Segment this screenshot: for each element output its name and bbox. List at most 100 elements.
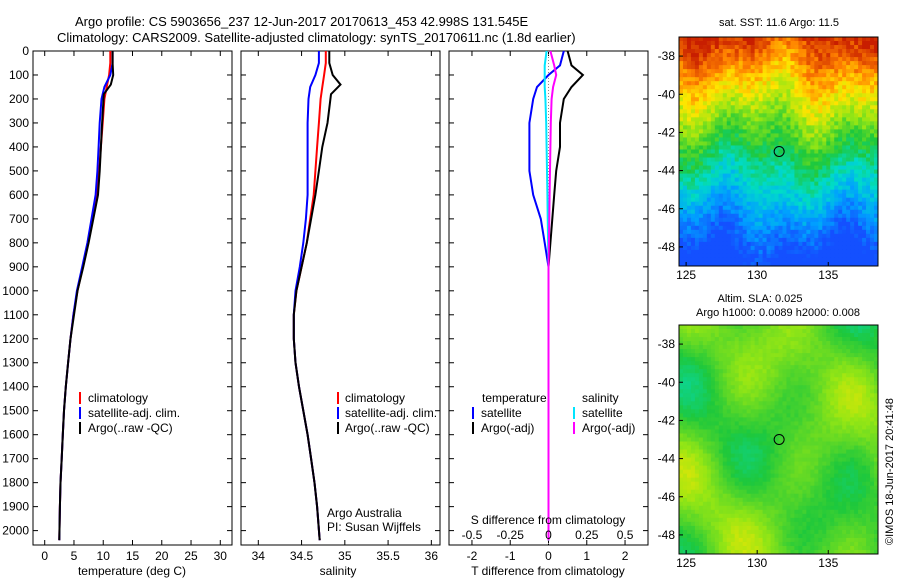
map-cell — [866, 417, 871, 422]
map-cell — [730, 145, 736, 150]
map-cell — [846, 73, 851, 78]
difference-x-ticks: -2 -1 0 1 2 — [467, 51, 629, 563]
map-cell — [838, 129, 843, 134]
map-cell — [858, 377, 863, 382]
map-cell — [802, 109, 807, 114]
map-cell — [786, 393, 791, 398]
map-cell — [774, 421, 779, 426]
map-cell — [718, 353, 724, 358]
map-cell — [822, 165, 827, 170]
map-cell — [854, 65, 859, 70]
map-cell — [862, 337, 867, 342]
map-cell — [798, 449, 803, 454]
map-cell — [750, 341, 756, 346]
map-cell — [826, 449, 831, 454]
map-cell — [846, 389, 851, 394]
map-cell — [822, 205, 827, 211]
map-cell — [706, 177, 712, 183]
map-cell — [790, 377, 795, 382]
map-cell — [818, 45, 823, 50]
map-cell — [846, 229, 851, 235]
map-cell — [814, 185, 819, 191]
map-cell — [814, 397, 819, 402]
map-cell — [730, 197, 736, 203]
map-cell — [722, 249, 728, 255]
map-cell — [818, 253, 823, 259]
map-cell — [742, 225, 748, 231]
map-cell — [822, 141, 827, 146]
map-cell — [838, 357, 843, 362]
map-cell — [842, 365, 847, 370]
map-cell — [790, 353, 795, 358]
map-cell — [710, 161, 716, 166]
map-cell — [750, 409, 756, 414]
map-cell — [830, 241, 835, 247]
map-cell — [746, 253, 752, 259]
map-cell — [762, 65, 767, 70]
map-cell — [762, 465, 767, 471]
map-cell — [710, 369, 716, 374]
map-cell — [698, 213, 704, 219]
map-cell — [758, 401, 763, 406]
map-cell — [850, 145, 855, 150]
map-cell — [850, 241, 855, 247]
map-cell — [702, 405, 708, 410]
map-cell — [802, 449, 807, 454]
map-cell — [766, 361, 771, 366]
map-cell — [726, 253, 732, 259]
map-cell — [858, 65, 863, 70]
map-cell — [762, 69, 767, 74]
map-cell — [790, 181, 795, 187]
map-cell — [778, 453, 783, 458]
map-cell — [679, 121, 684, 126]
map-cell — [822, 193, 827, 199]
map-cell — [694, 229, 700, 235]
map-cell — [722, 449, 728, 454]
map-cell — [690, 325, 696, 330]
map-cell — [794, 129, 799, 134]
map-cell — [706, 193, 712, 199]
map-cell — [786, 121, 791, 126]
map-cell — [874, 333, 879, 338]
map-cell — [734, 101, 740, 106]
map-cell — [802, 105, 807, 110]
map-cell — [730, 329, 736, 334]
map-cell — [774, 261, 779, 267]
map-cell — [686, 61, 692, 66]
map-cell — [782, 149, 787, 154]
map-cell — [770, 65, 775, 70]
map-cell — [850, 257, 855, 263]
map-cell — [738, 373, 744, 378]
map-cell — [826, 241, 831, 247]
map-cell — [750, 405, 756, 410]
map-cell — [810, 145, 815, 150]
map-cell — [742, 65, 748, 70]
map-cell — [746, 389, 752, 394]
map-cell — [682, 77, 688, 82]
map-cell — [858, 213, 863, 219]
map-cell — [679, 197, 684, 203]
map-cell — [826, 201, 831, 207]
map-cell — [770, 189, 775, 195]
map-cell — [822, 93, 827, 98]
map-cell — [710, 253, 716, 259]
map-cell — [870, 189, 875, 195]
map-cell — [686, 73, 692, 78]
map-cell — [762, 61, 767, 66]
map-cell — [742, 113, 748, 118]
map-cell — [842, 233, 847, 239]
x-tick-label: 34 — [252, 549, 266, 563]
map-cell — [786, 337, 791, 342]
map-cell — [758, 461, 763, 467]
map-cell — [842, 461, 847, 467]
map-cell — [874, 457, 879, 462]
map-cell — [730, 217, 736, 223]
map-cell — [810, 465, 815, 471]
map-cell — [834, 233, 839, 239]
map-cell — [778, 205, 783, 211]
map-cell — [698, 61, 704, 66]
map-cell — [686, 137, 692, 142]
map-cell — [750, 457, 756, 462]
map-cell — [822, 109, 827, 114]
map-cell — [802, 345, 807, 350]
